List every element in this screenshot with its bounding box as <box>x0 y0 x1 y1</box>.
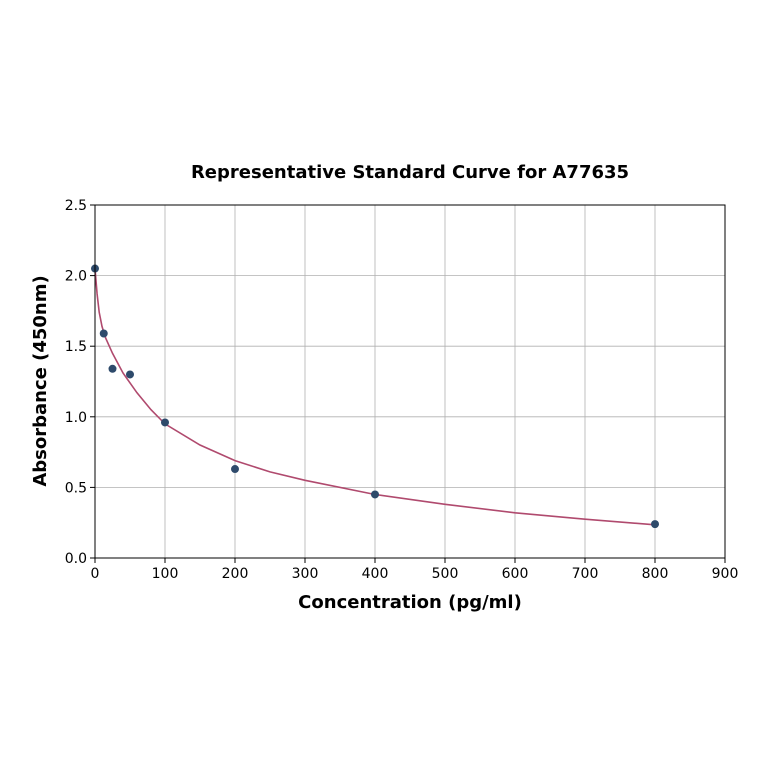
data-point <box>651 520 659 529</box>
y-tick-label: 0.0 <box>65 551 87 567</box>
y-axis-ticks: 0.0 0.5 1.0 1.5 2.0 2.5 <box>65 198 95 567</box>
chart-title: Representative Standard Curve for A77635 <box>191 162 629 183</box>
x-tick-label: 0 <box>91 566 100 582</box>
x-axis-label: Concentration (pg/ml) <box>298 592 522 613</box>
y-tick-label: 1.5 <box>65 339 87 355</box>
plot-frame <box>94 204 726 559</box>
data-point <box>231 465 239 474</box>
y-tick-label: 2.5 <box>65 198 87 214</box>
x-tick-label: 400 <box>362 566 389 582</box>
x-axis-ticks: 0 100 200 300 400 500 600 700 800 900 <box>91 558 739 582</box>
x-tick-label: 800 <box>642 566 669 582</box>
y-tick-label: 0.5 <box>65 480 87 496</box>
data-point <box>108 364 117 373</box>
y-tick-label: 2.0 <box>65 269 87 285</box>
data-point <box>126 370 134 379</box>
grid <box>94 204 726 559</box>
data-point <box>161 418 169 427</box>
data-point <box>371 490 379 499</box>
y-tick-label: 1.0 <box>65 410 87 426</box>
x-tick-label: 100 <box>152 566 179 582</box>
x-tick-label: 600 <box>502 566 529 582</box>
x-tick-label: 200 <box>222 566 249 582</box>
data-point <box>99 329 108 338</box>
y-axis-label: Absorbance (450nm) <box>30 275 51 486</box>
x-tick-label: 700 <box>572 566 599 582</box>
x-tick-label: 900 <box>712 566 739 582</box>
data-points <box>91 264 659 529</box>
x-tick-label: 500 <box>432 566 459 582</box>
x-tick-label: 300 <box>292 566 319 582</box>
